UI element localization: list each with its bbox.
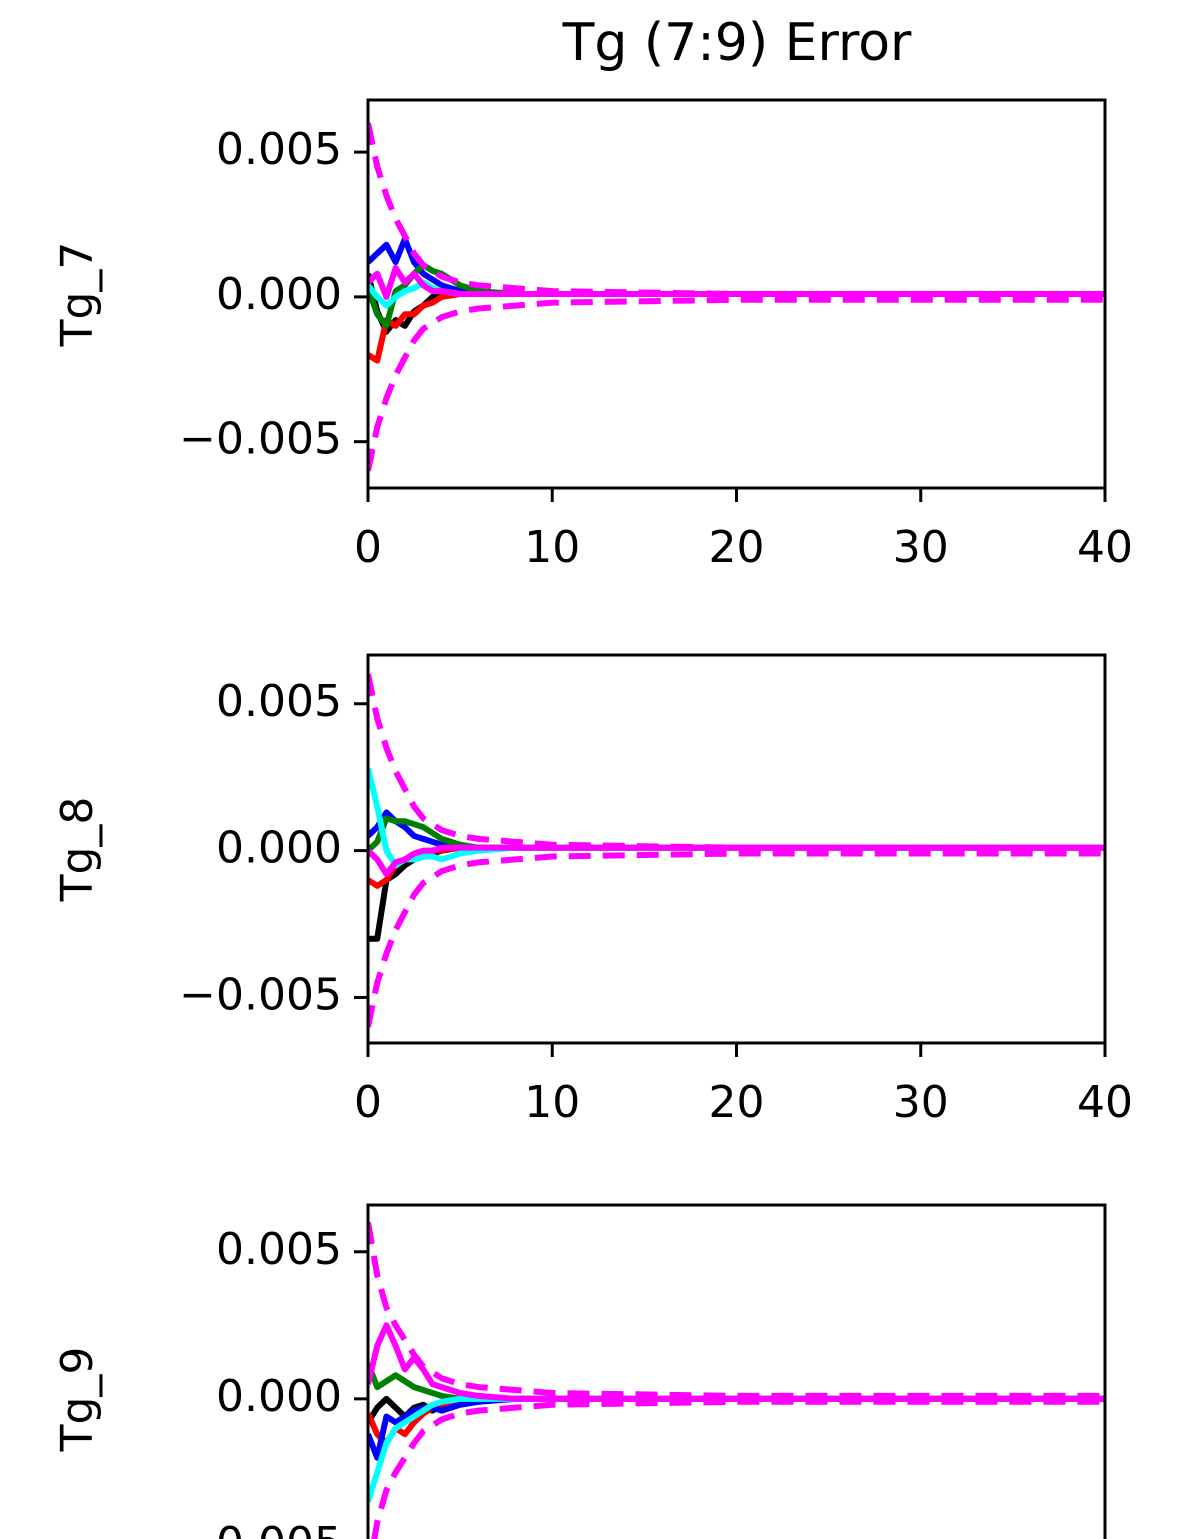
y-axis-label: Tg_7 [52, 242, 103, 348]
x-tick-label: 30 [893, 522, 949, 573]
y-tick-label: 0.005 [216, 676, 342, 727]
x-tick-label: 0 [354, 1077, 382, 1128]
axes-frame [366, 1203, 1107, 1539]
x-tick-label: 40 [1077, 1077, 1133, 1128]
y-tick-label: −0.005 [179, 1518, 342, 1539]
series-line [368, 1322, 1105, 1402]
series-line [368, 291, 1105, 364]
bound-line [368, 122, 1105, 297]
x-tick-label: 30 [893, 1077, 949, 1128]
plot-area [368, 1221, 1105, 1539]
y-tick-label: 0.000 [216, 269, 342, 320]
series-line [368, 1395, 1105, 1503]
series-line [368, 1395, 1105, 1446]
x-tick-label: 10 [524, 1077, 580, 1128]
chart-title: Tg (7:9) Error [562, 13, 912, 73]
axes-frame [366, 98, 1107, 490]
x-tick-label: 20 [709, 522, 765, 573]
x-tick-label: 40 [1077, 522, 1133, 573]
y-axis-label: Tg_8 [52, 797, 103, 903]
plot-area [368, 122, 1105, 472]
series-line [368, 809, 1105, 851]
y-tick-label: 0.000 [216, 823, 342, 874]
plot-area [368, 673, 1105, 1028]
bound-line [368, 1221, 1105, 1399]
y-tick-label: −0.005 [179, 414, 342, 465]
bound-line [368, 296, 1105, 472]
y-axis-label: Tg_9 [52, 1347, 103, 1453]
y-tick-label: −0.005 [179, 969, 342, 1020]
axes-frame [366, 653, 1107, 1045]
bound-line [368, 673, 1105, 851]
x-tick-label: 0 [354, 522, 382, 573]
bound-line [368, 850, 1105, 1028]
y-tick-label: 0.005 [216, 124, 342, 175]
y-tick-label: 0.000 [216, 1371, 342, 1422]
bound-line [371, 1398, 1105, 1539]
y-tick-label: 0.005 [216, 1224, 342, 1275]
x-tick-label: 10 [524, 522, 580, 573]
x-tick-label: 20 [709, 1077, 765, 1128]
